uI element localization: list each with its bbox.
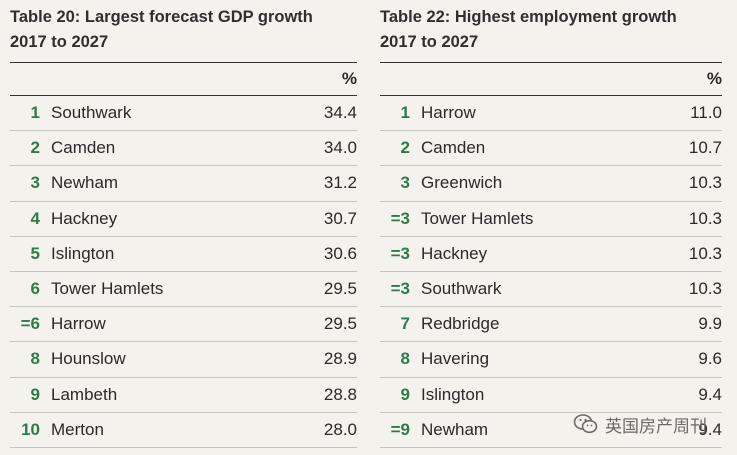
value-cell: 11.0: [690, 103, 722, 123]
wechat-icon: [573, 411, 599, 437]
borough-name-cell: Islington: [421, 384, 485, 404]
borough-name-cell: Lambeth: [51, 384, 118, 404]
rank-cell: =3: [390, 279, 410, 299]
table-row: 2 Camden 10.7: [380, 131, 722, 167]
value-cell: 9.9: [698, 314, 722, 334]
rank-cell: =3: [390, 243, 410, 263]
borough-name-cell: Tower Hamlets: [51, 279, 164, 299]
rank-cell: 9: [400, 384, 410, 404]
rank-cell: =3: [390, 208, 410, 228]
table-row: 8 Hounslow 28.9: [10, 342, 357, 378]
borough-name-cell: Greenwich: [421, 173, 503, 193]
borough-name-cell: Merton: [51, 419, 104, 439]
borough-name-cell: Islington: [51, 243, 115, 263]
watermark: 英国房产周刊: [573, 411, 707, 437]
table-title: Table 20: Largest forecast GDP growth 20…: [10, 0, 357, 51]
value-cell: 9.4: [698, 384, 722, 404]
table-body: 1 Harrow 11.0 2 Camden 10.7 3 Greenwich 10.3 =3 To…: [380, 96, 722, 448]
table-row: 9 Lambeth 28.8: [10, 378, 357, 413]
value-cell: 31.2: [323, 173, 357, 193]
table-row: 7 Redbridge 9.9: [380, 307, 722, 343]
table-row: 9 Islington 9.4: [380, 378, 722, 413]
rank-cell: 9: [30, 384, 40, 404]
table-title: Table 22: Highest employment growth 2017…: [380, 0, 722, 51]
rank-cell: 6: [30, 279, 40, 299]
table-row: 2 Camden 34.0: [10, 131, 357, 167]
borough-name-cell: Camden: [51, 138, 116, 158]
header-rule: [10, 62, 357, 63]
value-cell: 10.7: [688, 138, 722, 158]
rank-cell: =6: [20, 314, 40, 334]
rank-cell: 5: [30, 243, 40, 263]
borough-name-cell: Havering: [421, 349, 490, 369]
value-cell: 10.3: [688, 243, 722, 263]
borough-name-cell: Harrow: [421, 103, 476, 123]
rank-cell: 8: [400, 349, 410, 369]
borough-name-cell: Hackney: [421, 243, 488, 263]
borough-name-cell: Redbridge: [421, 314, 500, 334]
title-line-2: 2017 to 2027: [10, 33, 109, 51]
value-cell: 28.8: [323, 384, 357, 404]
borough-name-cell: Southwark: [421, 279, 502, 299]
borough-name-cell: Newham: [51, 173, 119, 193]
rank-cell: 10: [21, 419, 40, 439]
value-cell: 34.0: [323, 138, 357, 158]
borough-name-cell: Harrow: [51, 314, 106, 334]
value-cell: 9.4: [698, 419, 722, 439]
borough-name-cell: Southwark: [51, 103, 132, 123]
table-row: =3 Tower Hamlets 10.3: [380, 202, 722, 237]
value-cell: 29.5: [323, 279, 357, 299]
watermark-text: 英国房产周刊: [605, 416, 707, 436]
table-row: 6 Tower Hamlets 29.5: [10, 272, 357, 308]
table-row: =9 Newham 9.4: [380, 413, 722, 448]
value-cell: 9.6: [698, 349, 722, 369]
table-row: 5 Islington 30.6: [10, 237, 357, 272]
borough-name-cell: Camden: [421, 138, 486, 158]
table-row: =3 Hackney 10.3: [380, 237, 722, 272]
value-cell: 30.7: [323, 208, 357, 228]
table-body: 1 Southwark 34.4 2 Camden 34.0 3 Newham 31.2 4 Hac…: [10, 96, 357, 448]
rank-cell: 3: [400, 173, 410, 193]
rank-cell: 3: [30, 173, 40, 193]
table-row: =3 Southwark 10.3: [380, 272, 722, 308]
value-cell: 10.3: [688, 279, 722, 299]
table-row: 10 Merton 28.0: [10, 413, 357, 448]
title-line-2: 2017 to 2027: [380, 33, 479, 51]
borough-name-cell: Newham: [421, 419, 489, 439]
rank-cell: 4: [30, 208, 40, 228]
borough-name-cell: Hackney: [51, 208, 118, 228]
borough-name-cell: Hounslow: [51, 349, 126, 369]
table-row: 3 Greenwich 10.3: [380, 166, 722, 202]
rank-cell: 2: [30, 138, 40, 158]
unit-header: %: [10, 63, 357, 96]
rank-cell: 8: [30, 349, 40, 369]
value-cell: 34.4: [323, 103, 357, 123]
gdp-growth-table: Table 20: Largest forecast GDP growth 20…: [10, 0, 357, 448]
table-row: 8 Havering 9.6: [380, 342, 722, 378]
rank-cell: 2: [400, 138, 410, 158]
rank-cell: =9: [390, 419, 410, 439]
value-cell: 10.3: [688, 208, 722, 228]
value-cell: 30.6: [323, 243, 357, 263]
table-row: 4 Hackney 30.7: [10, 202, 357, 237]
table-row: 1 Southwark 34.4: [10, 96, 357, 132]
table-row: 3 Newham 31.2: [10, 166, 357, 202]
value-cell: 28.9: [323, 349, 357, 369]
borough-name-cell: Tower Hamlets: [421, 208, 534, 228]
rank-cell: 7: [400, 314, 410, 334]
unit-header: %: [380, 63, 722, 96]
value-cell: 29.5: [323, 314, 357, 334]
title-line-1: Table 20: Largest forecast GDP growth: [10, 8, 313, 26]
rank-cell: 1: [400, 103, 410, 123]
employment-growth-table: Table 22: Highest employment growth 2017…: [380, 0, 722, 448]
rank-cell: 1: [30, 103, 40, 123]
title-line-1: Table 22: Highest employment growth: [380, 8, 677, 26]
value-cell: 10.3: [688, 173, 722, 193]
table-row: 1 Harrow 11.0: [380, 96, 722, 132]
value-cell: 28.0: [323, 419, 357, 439]
header-rule: [380, 62, 722, 63]
table-row: =6 Harrow 29.5: [10, 307, 357, 343]
